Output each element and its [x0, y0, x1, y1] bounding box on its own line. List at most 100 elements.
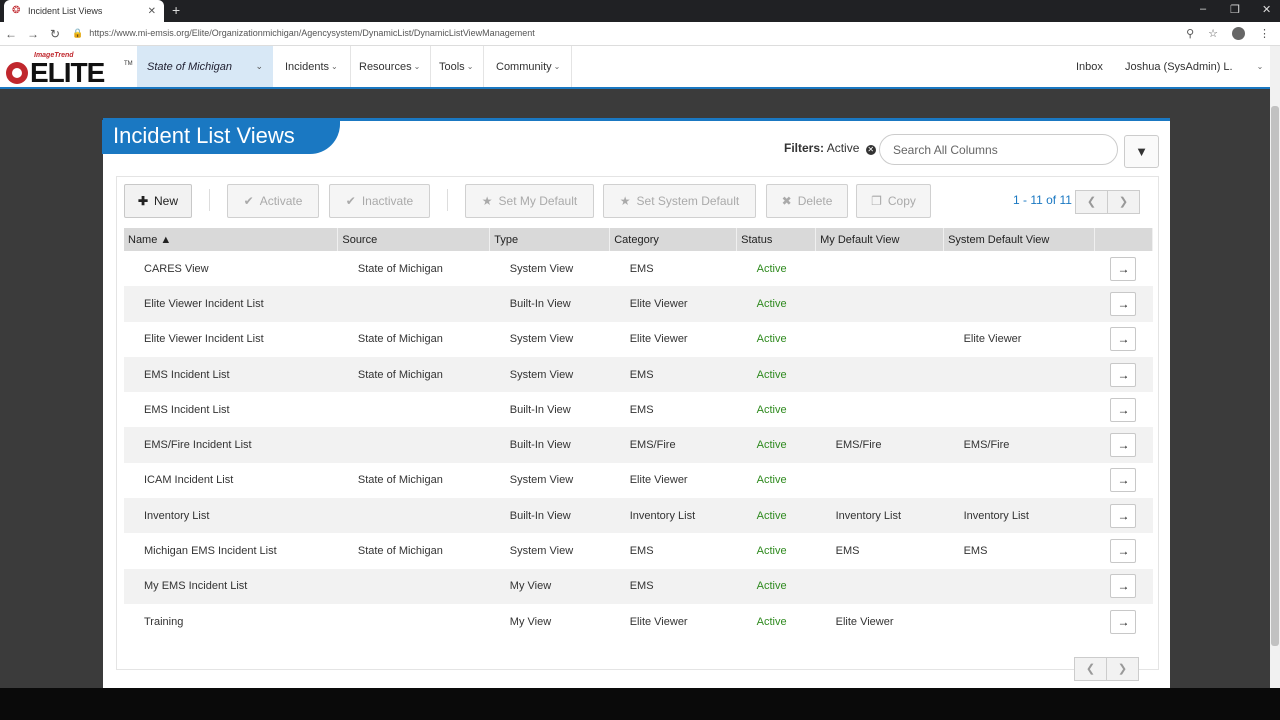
- chevron-right-icon: ❯: [1118, 196, 1129, 208]
- open-view-arrow-icon[interactable]: →: [1110, 397, 1137, 422]
- cell-source: State of Michigan: [337, 356, 490, 393]
- col-header-status[interactable]: Status: [736, 228, 817, 251]
- open-view-arrow-icon[interactable]: →: [1110, 433, 1137, 458]
- browser-tab[interactable]: ❂ Incident List Views ✕: [4, 0, 164, 22]
- reload-icon[interactable]: ↻: [49, 26, 61, 41]
- next-page-button[interactable]: ❯: [1107, 190, 1140, 214]
- cell-type: My View: [509, 615, 552, 628]
- cell-my-default: [815, 356, 944, 393]
- activate-button[interactable]: ✔ Activate: [227, 184, 319, 218]
- tab-close-icon[interactable]: ✕: [147, 5, 156, 17]
- cell-status: Active: [756, 615, 787, 628]
- col-header-name[interactable]: Name ▲: [124, 228, 339, 251]
- star-icon: ★: [619, 194, 631, 208]
- bookmark-star-icon[interactable]: ☆: [1208, 28, 1218, 40]
- user-menu[interactable]: Joshua (SysAdmin) L. ⌄: [1125, 46, 1263, 87]
- prev-page-button[interactable]: ❮: [1075, 190, 1108, 214]
- copy-button-label: Copy: [887, 194, 916, 208]
- toolbar-divider: [447, 189, 448, 211]
- col-header-source[interactable]: Source: [337, 228, 491, 251]
- menu-resources[interactable]: Resources ⌄: [349, 46, 432, 87]
- bottom-next-page-button[interactable]: ❯: [1106, 657, 1139, 681]
- star-icon: ★: [481, 194, 493, 208]
- table-row[interactable]: My EMS Incident List My View EMS Active →: [124, 568, 1153, 604]
- delete-button[interactable]: ✖ Delete: [766, 184, 848, 218]
- set-system-default-button[interactable]: ★ Set System Default: [603, 184, 756, 218]
- cell-action: →: [1094, 568, 1153, 604]
- col-header-system-default-view[interactable]: System Default View: [943, 228, 1095, 251]
- table-row[interactable]: Elite Viewer Incident List Built-In View E…: [124, 286, 1153, 322]
- restore-icon[interactable]: ❐: [1230, 4, 1240, 16]
- cell-name: Elite Viewer Incident List: [144, 333, 264, 346]
- cell-category: Elite Viewer: [629, 474, 688, 487]
- table-row[interactable]: Elite Viewer Incident List State of Michi…: [124, 322, 1153, 357]
- col-header-category[interactable]: Category: [609, 228, 738, 251]
- table-row[interactable]: Inventory List Built-In View Inventory Lis…: [124, 498, 1153, 534]
- cell-name: EMS Incident List: [144, 403, 230, 416]
- open-view-arrow-icon[interactable]: →: [1110, 609, 1137, 634]
- cell-name: EMS Incident List: [124, 356, 338, 393]
- forward-icon[interactable]: →: [27, 26, 39, 41]
- menu-incidents-label: Incidents: [285, 60, 330, 73]
- table-row[interactable]: Michigan EMS Incident List State of Michi…: [124, 533, 1153, 568]
- scrollbar-thumb[interactable]: [1271, 106, 1279, 646]
- open-view-arrow-icon[interactable]: →: [1110, 291, 1137, 316]
- back-icon[interactable]: ←: [5, 26, 17, 41]
- chevron-down-icon: ⌄: [553, 62, 561, 71]
- open-view-arrow-icon[interactable]: →: [1110, 327, 1137, 352]
- col-header-type[interactable]: Type: [489, 228, 611, 251]
- copy-button[interactable]: ❐ Copy: [856, 184, 931, 218]
- col-header-name-label: Name: [128, 233, 158, 246]
- cell-type: My View: [489, 568, 610, 604]
- table-row[interactable]: EMS Incident List State of Michigan System…: [124, 356, 1153, 393]
- page-scrollbar[interactable]: [1270, 46, 1280, 688]
- table-row[interactable]: ICAM Incident List State of Michigan Syste…: [124, 463, 1153, 498]
- menu-incidents[interactable]: Incidents ⌄: [273, 46, 351, 87]
- cell-action: →: [1094, 427, 1153, 463]
- inactivate-button[interactable]: ✔ Inactivate: [329, 184, 430, 218]
- cell-category: EMS: [609, 356, 737, 393]
- window-close-icon[interactable]: ✕: [1262, 4, 1272, 16]
- open-view-arrow-icon[interactable]: →: [1110, 468, 1137, 493]
- col-header-my-default-view[interactable]: My Default View: [815, 228, 945, 251]
- clear-filter-icon[interactable]: ✕: [865, 145, 876, 155]
- cell-action: →: [1094, 533, 1152, 568]
- filter-button[interactable]: ▼: [1124, 135, 1159, 168]
- state-selector[interactable]: State of Michigan ⌄: [137, 46, 273, 87]
- open-view-arrow-icon[interactable]: →: [1110, 256, 1137, 281]
- browser-menu-icon[interactable]: ⋮: [1259, 28, 1270, 40]
- cell-type: System View: [509, 333, 574, 346]
- imagetrend-elite-logo[interactable]: ImageTrend ELITE TM: [6, 52, 133, 88]
- table-row[interactable]: EMS Incident List Built-In View EMS Active →: [124, 392, 1153, 427]
- open-view-arrow-icon[interactable]: →: [1110, 362, 1137, 387]
- table-row[interactable]: CARES View State of Michigan System View EM…: [124, 251, 1153, 286]
- menu-community[interactable]: Community ⌄: [485, 46, 573, 87]
- open-view-arrow-icon[interactable]: →: [1110, 539, 1137, 564]
- table-row[interactable]: Training My View Elite Viewer Active Elite V…: [124, 604, 1153, 639]
- incident-list-views-panel: Incident List Views Filters: Active ✕ ▼ …: [102, 118, 1170, 720]
- search-input[interactable]: [879, 134, 1118, 165]
- open-view-arrow-icon[interactable]: →: [1110, 574, 1137, 599]
- inbox-link[interactable]: Inbox: [1076, 46, 1103, 87]
- url-field[interactable]: 🔒 https://www.mi-emsis.org/Elite/Organiza…: [72, 28, 535, 39]
- set-my-default-button[interactable]: ★ Set My Default: [465, 184, 594, 218]
- cell-status: Active: [756, 262, 787, 275]
- cell-source: [338, 392, 490, 427]
- cell-system-default: [943, 568, 1095, 604]
- cell-my-default: [816, 463, 944, 498]
- new-tab-icon[interactable]: +: [172, 2, 181, 18]
- bottom-prev-page-button[interactable]: ❮: [1074, 657, 1107, 681]
- cell-type: System View: [509, 262, 574, 275]
- profile-avatar-icon[interactable]: [1232, 27, 1245, 40]
- cell-my-default: Inventory List: [815, 498, 944, 534]
- minimize-icon[interactable]: –: [1200, 3, 1207, 15]
- cell-status: Active: [736, 568, 816, 604]
- zoom-icon[interactable]: ⚲: [1186, 28, 1195, 40]
- cell-system-default: [944, 392, 1095, 427]
- logo-elite-text: ELITE: [30, 57, 105, 88]
- table-row[interactable]: EMS/Fire Incident List Built-In View EMS/F…: [124, 427, 1153, 463]
- new-button[interactable]: ✚ New: [124, 184, 192, 218]
- cell-name: Inventory List: [124, 498, 338, 534]
- menu-tools[interactable]: Tools ⌄: [429, 46, 485, 87]
- open-view-arrow-icon[interactable]: →: [1110, 503, 1137, 528]
